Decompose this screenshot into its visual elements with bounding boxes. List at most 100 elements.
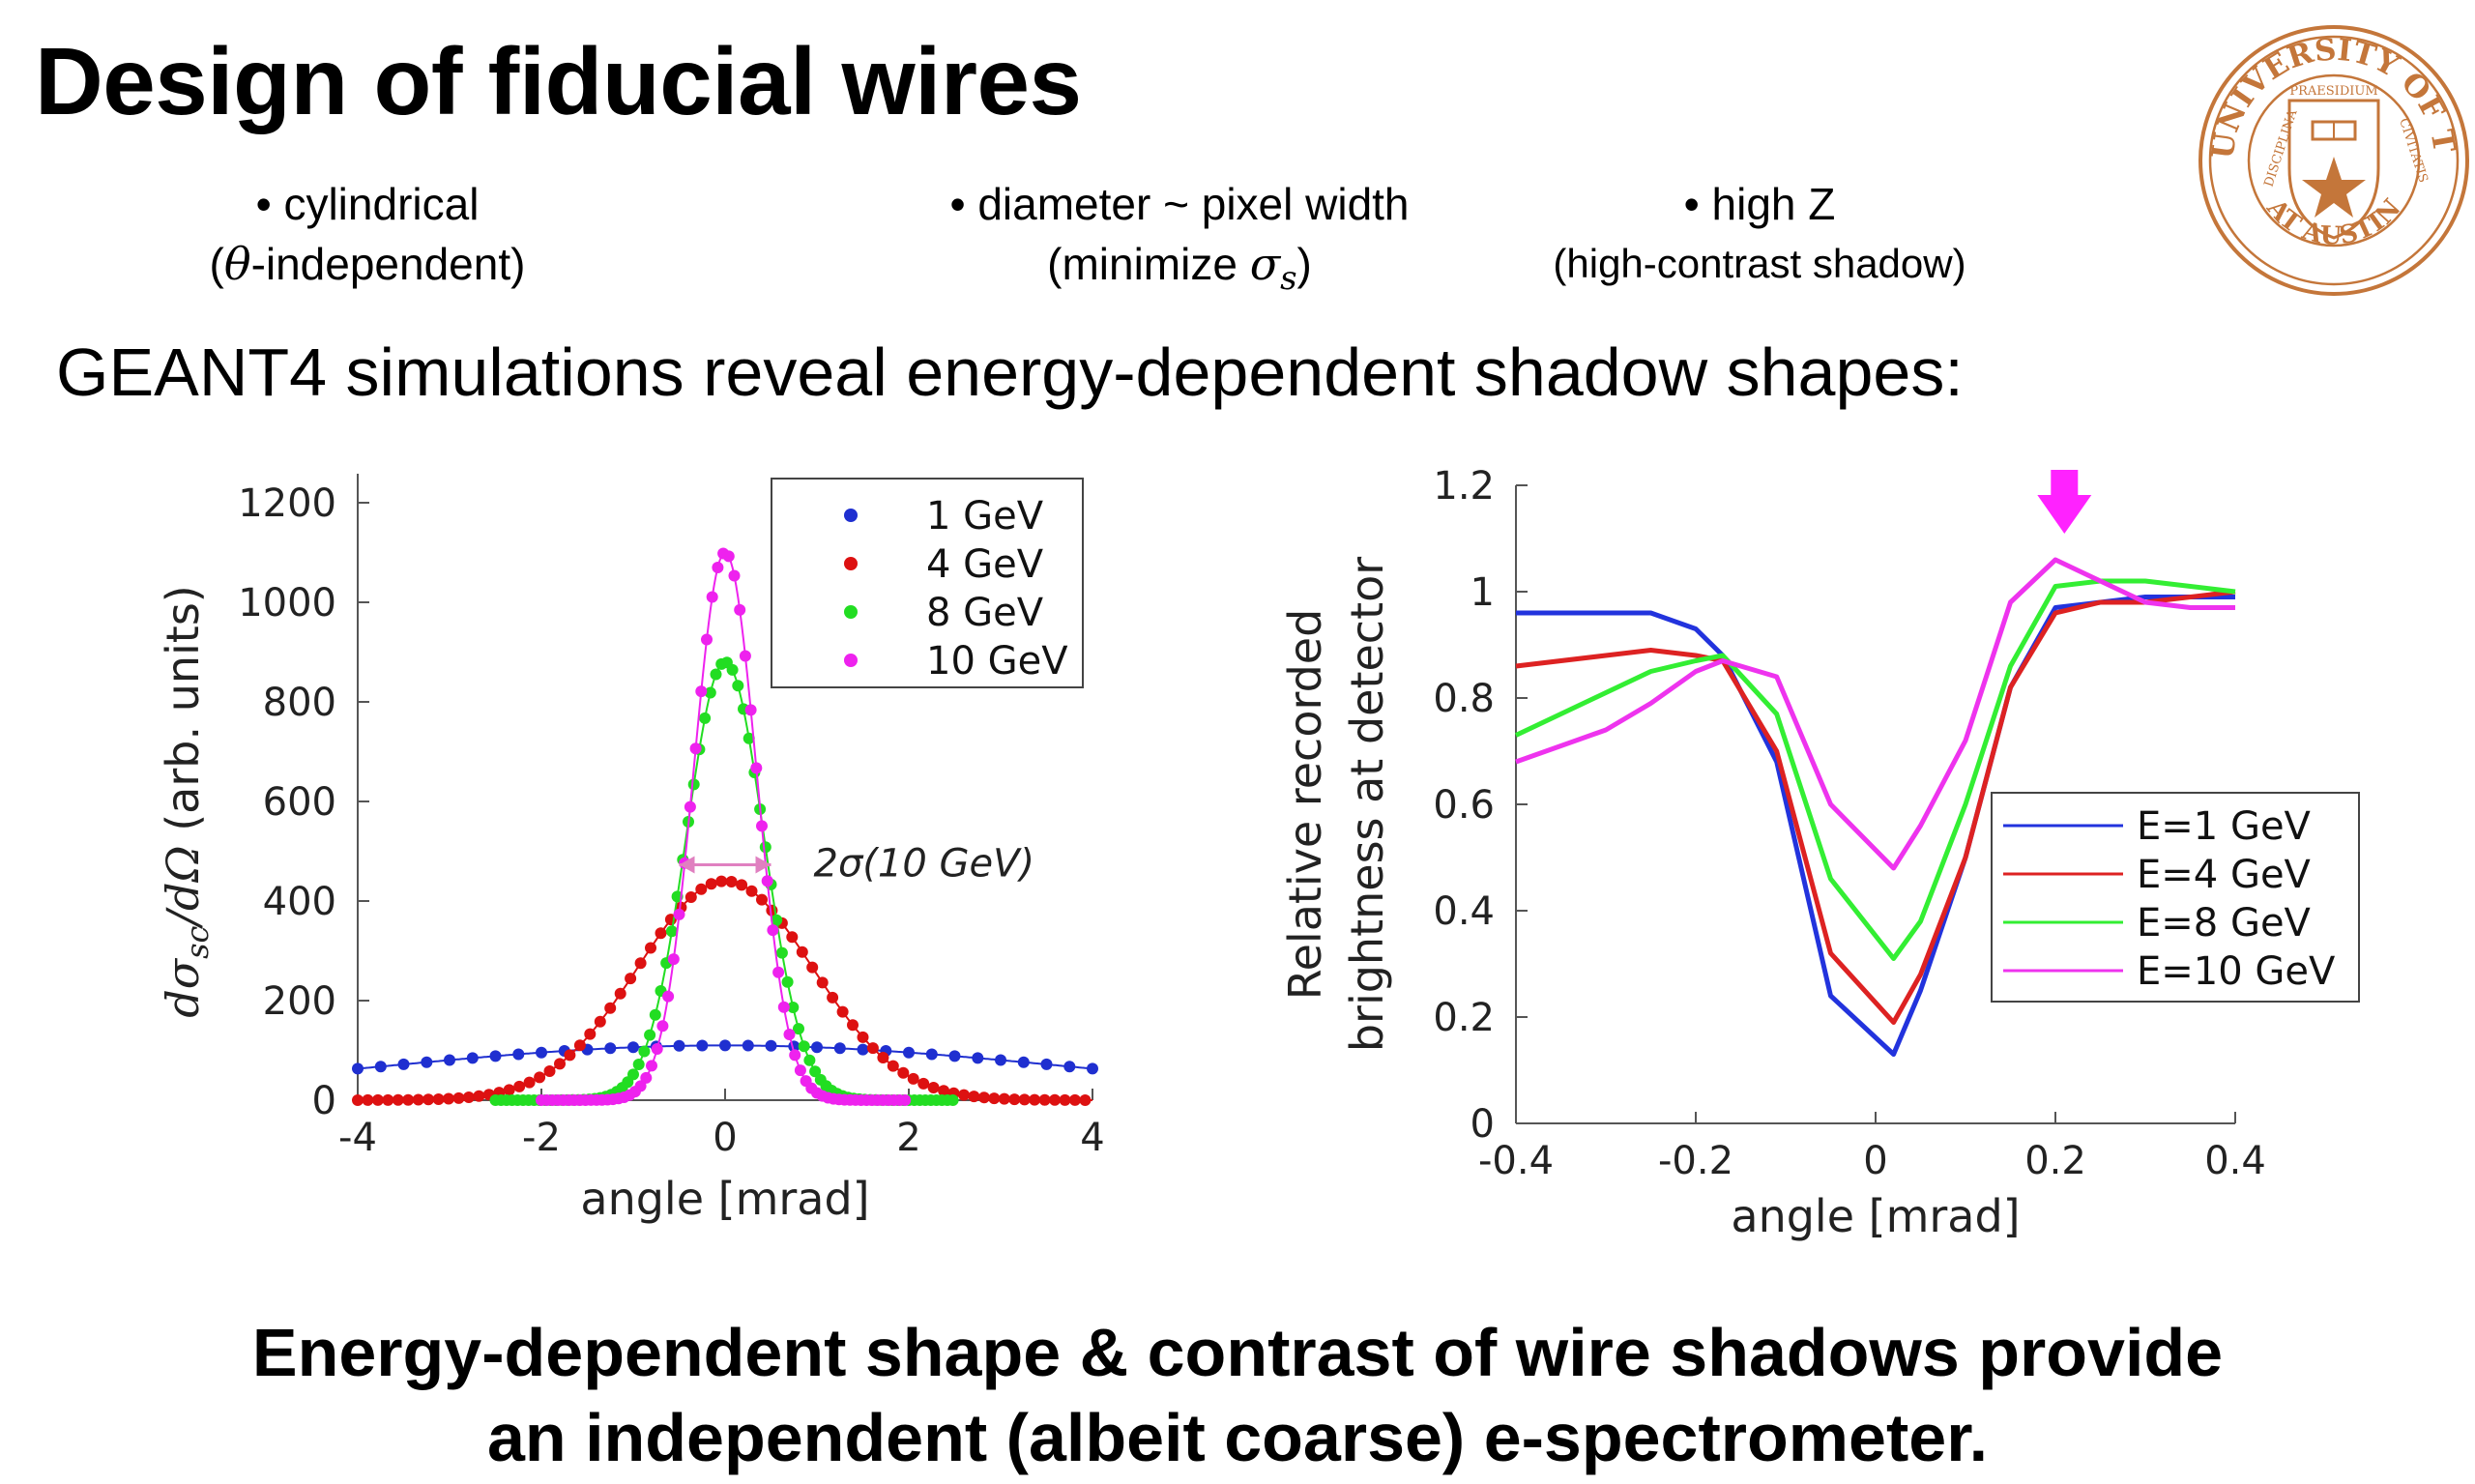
x-tick-label: 2 (896, 1116, 920, 1160)
data-point (655, 927, 667, 940)
data-point (917, 1077, 930, 1090)
data-point (907, 1072, 919, 1085)
data-point (903, 1046, 915, 1059)
data-point (899, 1094, 912, 1106)
data-point (627, 1041, 639, 1054)
data-point (710, 668, 722, 681)
data-point (811, 1041, 823, 1054)
data-point (789, 1049, 801, 1062)
legend-label: E=10 GeV (2137, 949, 2336, 994)
data-point (422, 1093, 435, 1106)
data-point (1017, 1056, 1030, 1068)
data-point (847, 1019, 859, 1032)
data-point (452, 1091, 465, 1104)
seal-left-text: DISCIPLINA (2262, 107, 2301, 189)
data-point (421, 1056, 433, 1068)
data-point (772, 966, 785, 978)
data-point (536, 1046, 547, 1059)
bullet-line: • high Z (1683, 179, 1836, 229)
series-line-e-4-gev (1515, 589, 2236, 1025)
data-point (627, 1068, 639, 1081)
data-point (673, 1039, 685, 1052)
data-point (473, 1090, 485, 1102)
y-tick-label: 1200 (238, 481, 336, 526)
x-tick-label: 0 (1863, 1139, 1887, 1183)
data-point (816, 976, 829, 989)
data-point (645, 942, 656, 954)
bullet-subline-pre: (minimize (1047, 239, 1250, 289)
bullet-diameter: • diameter ~ pixel width (minimize σs) (793, 174, 1566, 308)
data-point (584, 1028, 597, 1040)
data-point (1068, 1093, 1081, 1106)
data-point (632, 1059, 645, 1070)
legend-marker (844, 557, 858, 570)
y-tick-label: 0.4 (1433, 889, 1495, 934)
conclusion-text: Energy-dependent shape & contrast of wir… (0, 1310, 2475, 1480)
data-point (543, 1065, 556, 1077)
data-point (695, 685, 708, 698)
data-point (756, 893, 768, 906)
y-axis-label-line: Relative recorded (1279, 609, 1331, 1001)
bullet-cylindrical: • cylindrical (θ-independent) (135, 174, 599, 294)
legend-label: 8 GeV (926, 591, 1044, 635)
data-point (719, 1039, 731, 1052)
y-axis-label-line: brightness at detector (1341, 557, 1393, 1052)
x-axis-label: angle [mrad] (580, 1173, 869, 1225)
data-point (352, 1094, 364, 1106)
data-point (744, 704, 757, 716)
peak-arrow-icon (2037, 470, 2092, 534)
lead-text: GEANT4 simulations reveal energy-depende… (56, 335, 1964, 410)
data-point (1040, 1058, 1053, 1070)
data-point (787, 1002, 800, 1013)
data-point (938, 1085, 950, 1097)
data-point (809, 1065, 822, 1078)
scattering-chart: 0 200 400 600 800 1000 1200 -4 -2 0 2 4 angle [mrad]… (157, 474, 1105, 1225)
data-point (767, 924, 779, 937)
data-point (382, 1093, 394, 1106)
y-axis-label-part: σ (157, 957, 209, 989)
data-point (704, 686, 716, 699)
conclusion-line: Energy-dependent shape & contrast of wir… (251, 1315, 2224, 1390)
data-point (761, 875, 773, 887)
series-10-gev (536, 547, 912, 1106)
data-point (673, 908, 685, 920)
bullet-line: • diameter ~ pixel width (949, 179, 1410, 229)
data-point (512, 1048, 525, 1061)
data-point (786, 931, 799, 944)
data-point (634, 1080, 647, 1092)
data-point (745, 885, 758, 897)
annotation-label: 2σ(10 GeV) (814, 842, 1035, 887)
data-point (513, 1080, 526, 1092)
data-point (443, 1092, 454, 1105)
data-point (736, 879, 748, 891)
data-point (988, 1092, 1001, 1105)
legend-marker (844, 509, 858, 522)
data-point (374, 1061, 387, 1073)
y-tick-label: 0.8 (1433, 677, 1495, 721)
data-point (371, 1093, 384, 1106)
data-point (739, 650, 751, 662)
legend-marker (844, 605, 858, 619)
y-tick-label: 0 (1470, 1102, 1495, 1147)
data-point (696, 1039, 709, 1052)
brightness-chart: 0 0.2 0.4 0.6 0.8 1 1.2 -0.4 -0.2 0 0.2 0.4 angle [m… (1279, 464, 2360, 1242)
sigma-subscript: s (1280, 259, 1297, 299)
y-tick-label: 1 (1470, 570, 1495, 615)
data-point (1038, 1093, 1051, 1106)
data-point (732, 680, 744, 692)
data-point (887, 1060, 899, 1072)
data-point (705, 878, 717, 890)
y-axis-label-part: sc (179, 925, 216, 958)
data-point (995, 1054, 1006, 1066)
data-point (715, 875, 728, 887)
data-point (523, 1076, 536, 1089)
bullet-subline: (minimize σs) (793, 234, 1566, 308)
data-point (771, 914, 783, 926)
data-point (925, 1048, 938, 1061)
data-point (972, 1052, 984, 1064)
data-point (662, 990, 675, 1003)
data-point (777, 1001, 790, 1013)
y-axis-label-part: (arb. units) (157, 585, 209, 845)
data-point (573, 1039, 586, 1052)
data-point (1063, 1061, 1076, 1073)
